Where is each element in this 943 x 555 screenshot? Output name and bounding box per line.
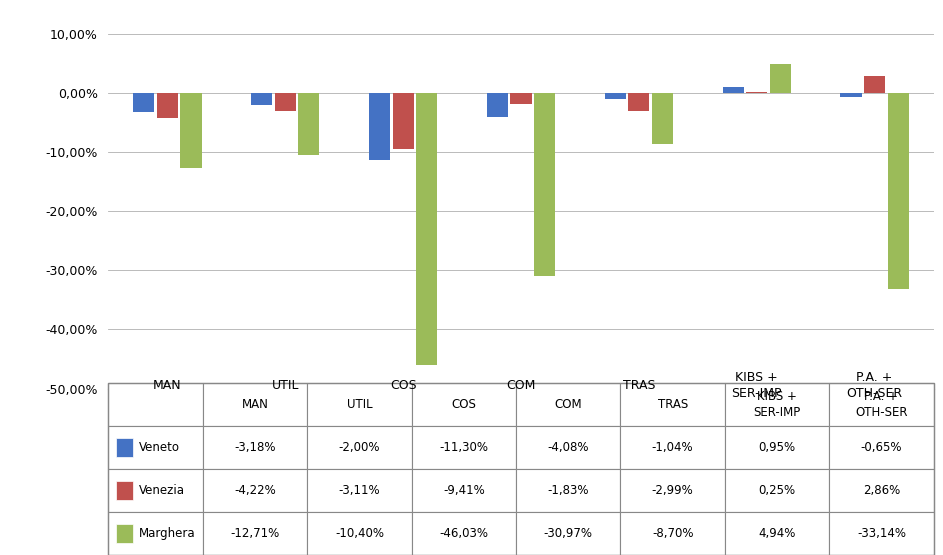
Bar	[604, 93, 626, 99]
Bar	[116, 524, 133, 543]
Bar	[840, 93, 862, 97]
Bar	[203, 383, 307, 426]
Bar	[725, 383, 829, 426]
Bar	[620, 469, 725, 512]
Text: -9,41%: -9,41%	[443, 484, 485, 497]
Text: P.A. +
OTH-SER: P.A. + OTH-SER	[855, 390, 907, 419]
Text: -8,70%: -8,70%	[652, 527, 693, 540]
Bar	[307, 426, 412, 469]
Bar	[516, 383, 620, 426]
Text: -10,40%: -10,40%	[335, 527, 384, 540]
Bar	[203, 512, 307, 555]
Bar	[369, 93, 390, 160]
Bar	[725, 469, 829, 512]
Text: 4,94%: 4,94%	[758, 527, 796, 540]
Bar	[725, 512, 829, 555]
Text: -33,14%: -33,14%	[857, 527, 906, 540]
Text: 0,25%: 0,25%	[758, 484, 796, 497]
Text: -1,04%: -1,04%	[652, 441, 693, 454]
Text: MAN: MAN	[241, 398, 269, 411]
Text: MAN: MAN	[153, 379, 182, 392]
Text: -4,08%: -4,08%	[548, 441, 589, 454]
Bar	[116, 481, 133, 500]
Text: -4,22%: -4,22%	[234, 484, 276, 497]
Bar	[829, 383, 934, 426]
Text: -3,11%: -3,11%	[339, 484, 380, 497]
Bar	[516, 469, 620, 512]
Bar	[203, 426, 307, 469]
Text: 0,95%: 0,95%	[758, 441, 796, 454]
Text: Marghera: Marghera	[139, 527, 195, 540]
Text: UTIL: UTIL	[347, 398, 372, 411]
Text: COM: COM	[554, 398, 582, 411]
Bar	[133, 93, 155, 112]
Bar	[412, 383, 516, 426]
Bar	[487, 93, 508, 117]
Bar	[534, 93, 555, 276]
Bar	[116, 438, 133, 457]
Bar	[307, 383, 412, 426]
Text: -2,00%: -2,00%	[339, 441, 380, 454]
Text: Venezia: Venezia	[139, 484, 185, 497]
Text: -30,97%: -30,97%	[544, 527, 593, 540]
Bar	[298, 93, 320, 154]
Text: P.A. +
OTH-SER: P.A. + OTH-SER	[847, 371, 902, 400]
Bar	[829, 426, 934, 469]
Bar	[203, 469, 307, 512]
Bar	[620, 512, 725, 555]
Bar	[746, 92, 768, 93]
Text: COM: COM	[506, 379, 536, 392]
Bar	[307, 512, 412, 555]
Text: -3,18%: -3,18%	[235, 441, 276, 454]
Text: COS: COS	[389, 379, 417, 392]
Bar	[829, 469, 934, 512]
Text: -46,03%: -46,03%	[439, 527, 488, 540]
Bar	[864, 76, 885, 93]
Bar	[180, 93, 202, 168]
Bar	[157, 93, 178, 118]
Text: KIBS +
SER-IMP: KIBS + SER-IMP	[732, 371, 782, 400]
Text: UTIL: UTIL	[272, 379, 299, 392]
Bar	[108, 426, 203, 469]
Text: TRAS: TRAS	[622, 379, 655, 392]
Bar	[108, 469, 203, 512]
Bar	[887, 93, 909, 289]
Bar	[251, 93, 273, 105]
Text: -1,83%: -1,83%	[548, 484, 589, 497]
Bar	[274, 93, 296, 112]
Bar	[725, 426, 829, 469]
Bar	[108, 383, 203, 426]
Bar	[510, 93, 532, 104]
Bar	[108, 512, 203, 555]
Text: KIBS +
SER-IMP: KIBS + SER-IMP	[753, 390, 801, 419]
Bar	[412, 469, 516, 512]
Text: -12,71%: -12,71%	[230, 527, 280, 540]
Bar	[769, 64, 791, 93]
Text: 2,86%: 2,86%	[863, 484, 900, 497]
Bar	[392, 93, 414, 149]
Bar	[416, 93, 438, 365]
Text: TRAS: TRAS	[657, 398, 687, 411]
Bar	[722, 88, 744, 93]
Bar	[516, 512, 620, 555]
Bar	[620, 383, 725, 426]
Text: Veneto: Veneto	[139, 441, 180, 454]
Bar	[516, 426, 620, 469]
Text: -0,65%: -0,65%	[861, 441, 902, 454]
Bar	[628, 93, 650, 111]
Bar	[620, 426, 725, 469]
Bar	[307, 469, 412, 512]
Text: COS: COS	[452, 398, 476, 411]
Bar	[412, 426, 516, 469]
Bar	[829, 512, 934, 555]
Bar	[652, 93, 673, 144]
Text: -2,99%: -2,99%	[652, 484, 693, 497]
Bar	[412, 512, 516, 555]
Text: -11,30%: -11,30%	[439, 441, 488, 454]
